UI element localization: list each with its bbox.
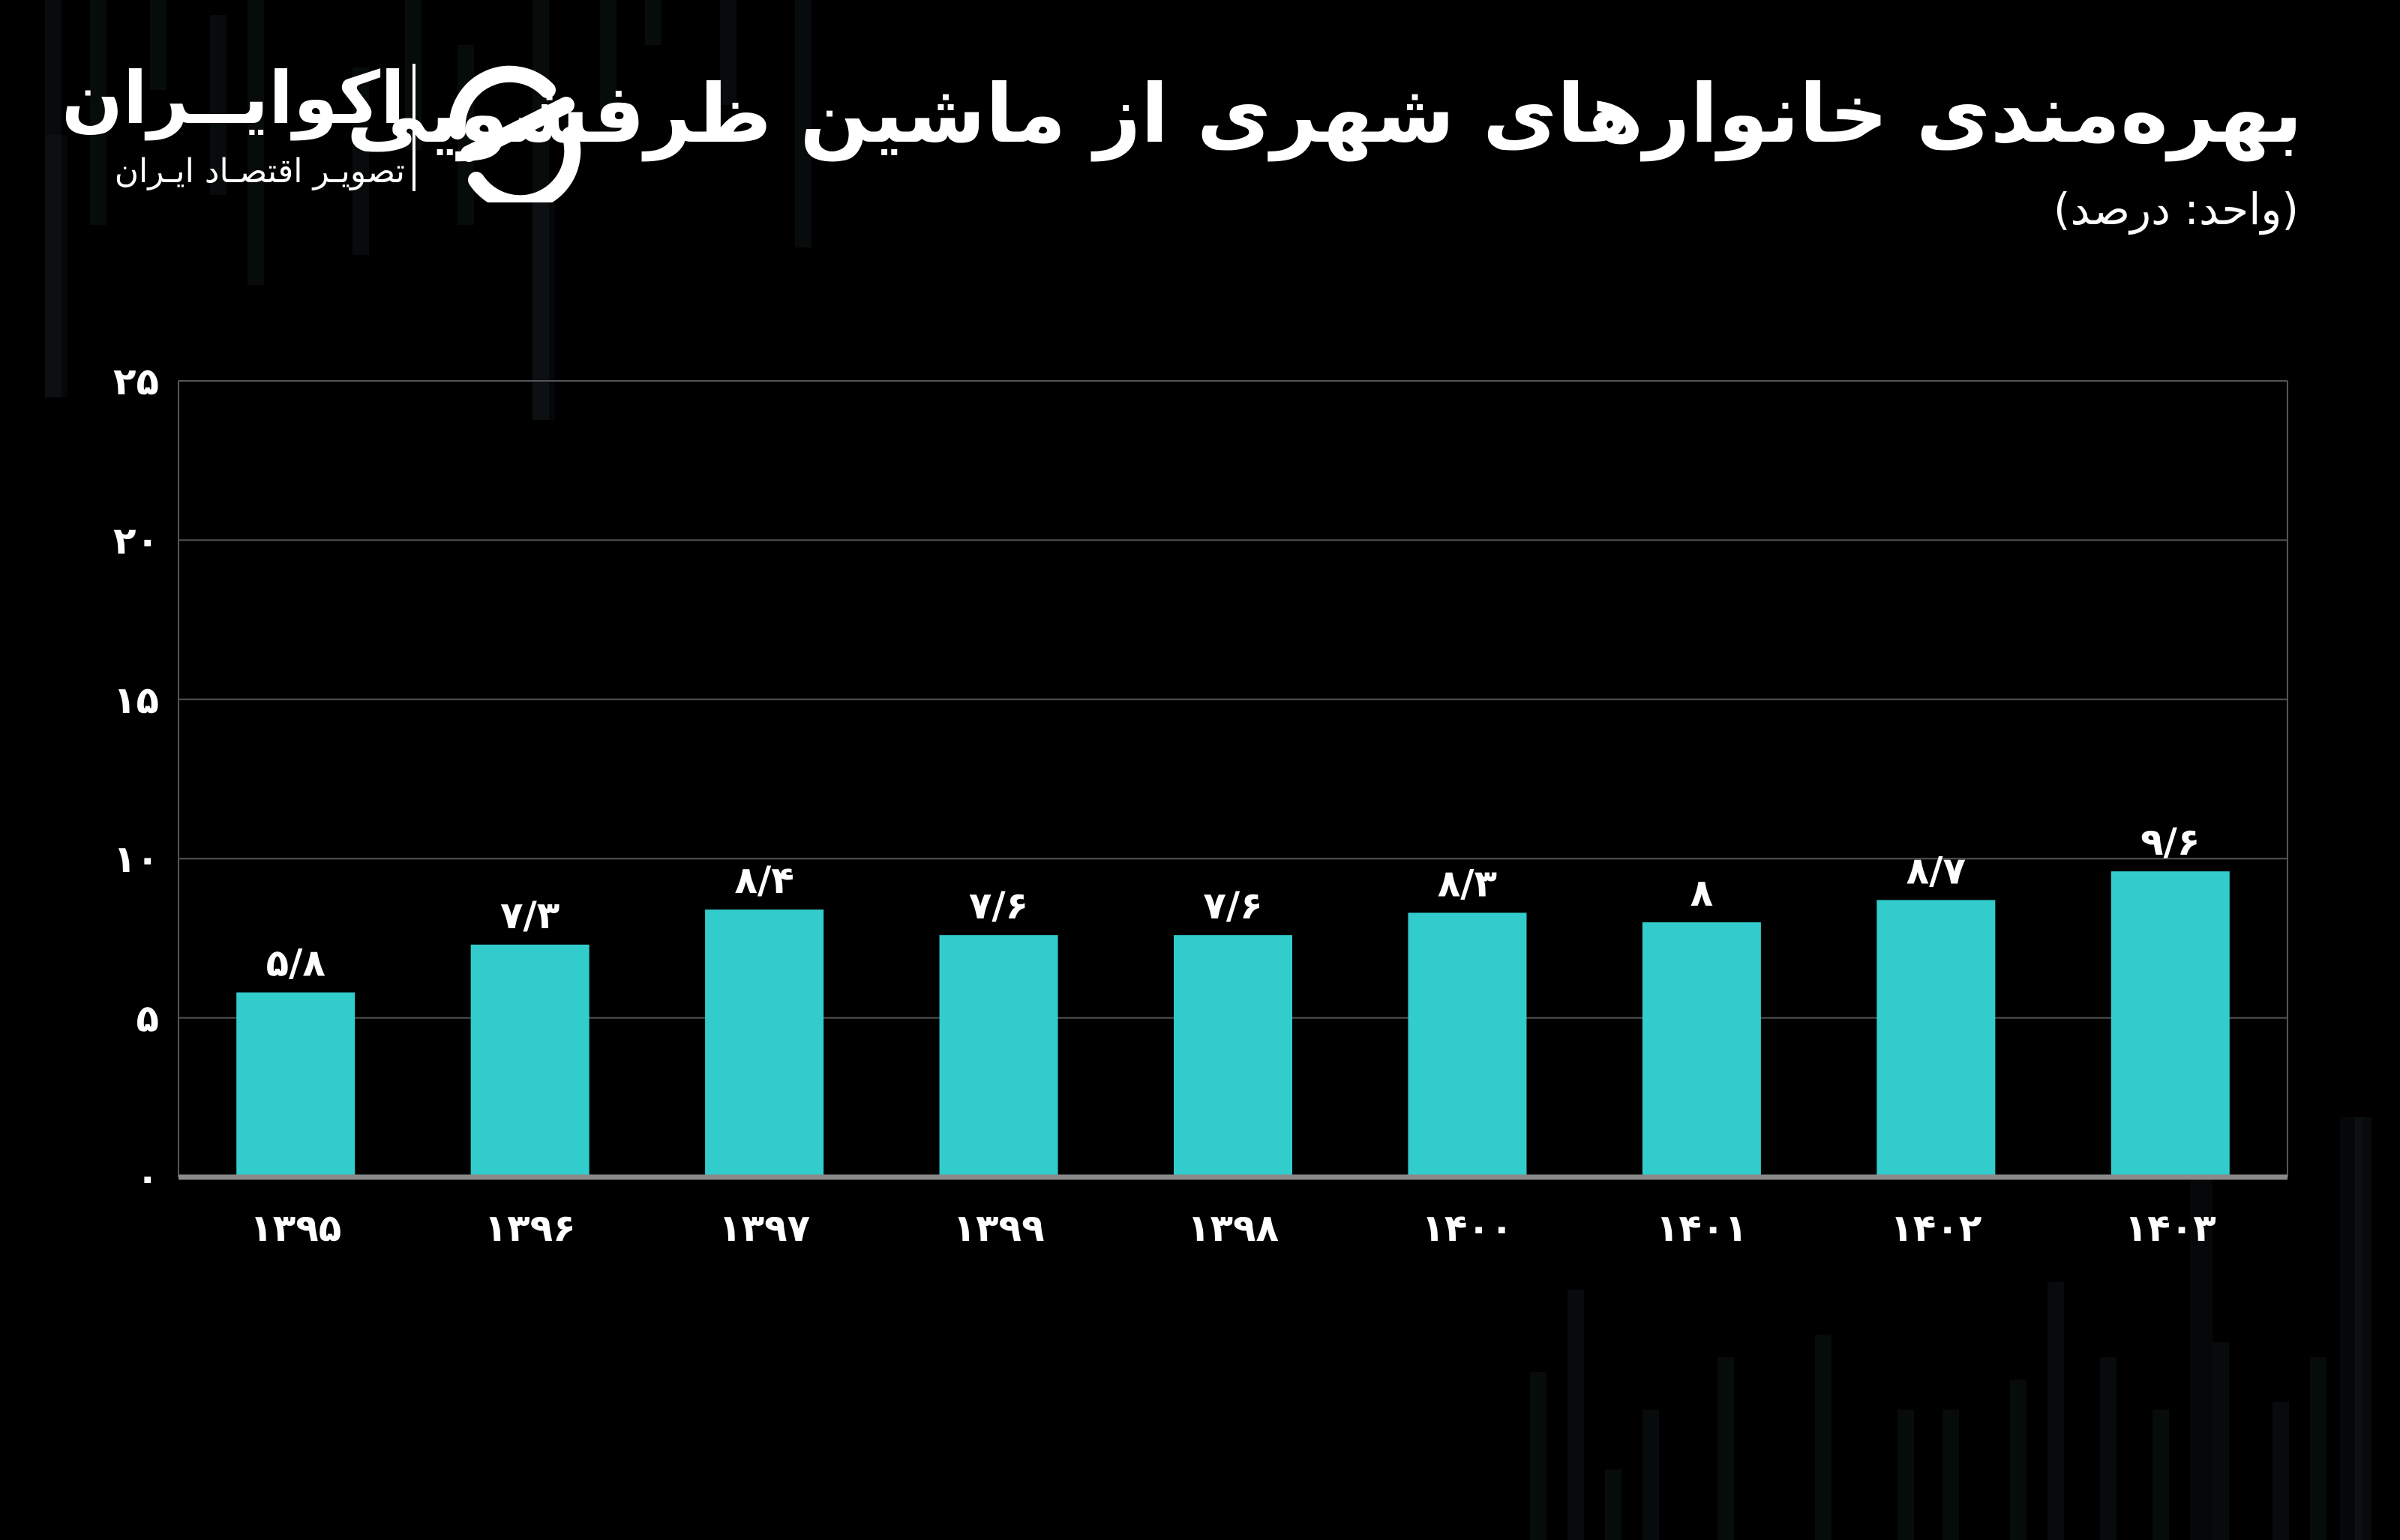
bg-candle-23: [2100, 1357, 2116, 1540]
data-label: ۷/۶: [969, 884, 1028, 927]
bg-candle-16: [1642, 1410, 1659, 1540]
x-tick-label: ۱۴۰۳: [2125, 1206, 2216, 1250]
bg-candle-13: [1530, 1372, 1546, 1540]
bg-candle-28: [2355, 1117, 2372, 1540]
bar-1: [470, 944, 590, 1177]
bar-5: [1408, 912, 1527, 1177]
bg-candle-26: [2272, 1402, 2289, 1540]
bg-candle-14: [1568, 1290, 1584, 1540]
ecoiran-logo-icon: [448, 65, 581, 202]
bar-6: [1642, 922, 1761, 1177]
bg-candle-5: [352, 67, 369, 255]
y-tick-label: ۲۵: [113, 360, 159, 403]
data-label: ۸/۳: [1438, 861, 1497, 905]
y-tick-label: ۱۵: [113, 679, 159, 722]
bg-candle-wide-3: [2340, 1117, 2362, 1540]
bg-candle-22: [2048, 1282, 2064, 1540]
data-label: ۸/۴: [734, 858, 794, 902]
brand-tagline: تصویـر اقتصـاد ایـران: [114, 152, 405, 190]
bg-candle-27: [2310, 1357, 2326, 1540]
bg-candle-21: [2010, 1380, 2026, 1540]
bg-candle-2: [150, 0, 166, 90]
x-tick-label: ۱۳۹۸: [1187, 1206, 1279, 1250]
bg-candle-12: [795, 0, 812, 247]
y-tick-label: ۱۰: [113, 837, 159, 881]
y-tick-label: ۰: [136, 1156, 159, 1200]
data-label: ۵/۸: [266, 942, 326, 985]
bg-candle-11: [720, 0, 736, 105]
bg-candle-18: [1815, 1335, 1832, 1540]
chart-title: بهره‌مندی خانوارهای شهری از ماشین ظرفشوی…: [346, 67, 2302, 161]
bar-2: [705, 909, 824, 1177]
bg-candle-9: [600, 0, 616, 135]
bg-candle-3: [210, 15, 226, 195]
x-tick-label: ۱۳۹۷: [718, 1206, 810, 1250]
x-tick-label: ۱۴۰۱: [1656, 1206, 1748, 1250]
bar-3: [939, 935, 1058, 1177]
bg-candle-17: [1718, 1357, 1734, 1540]
bg-candle-10: [645, 0, 662, 45]
bg-candle-4: [248, 0, 264, 285]
data-label: ۹/۶: [2140, 820, 2200, 864]
x-tick-label: ۱۳۹۵: [250, 1206, 341, 1250]
bg-candle-0: [45, 0, 62, 397]
bar-8: [2110, 871, 2230, 1177]
data-label: ۸: [1690, 871, 1714, 915]
bar-4: [1174, 935, 1292, 1177]
data-label: ۷/۳: [500, 894, 560, 937]
x-tick-label: ۱۴۰۲: [1890, 1206, 1982, 1250]
brand-name: اکوایــران: [61, 56, 405, 140]
bg-candle-15: [1605, 1470, 1622, 1540]
x-tick-label: ۱۴۰۰: [1421, 1206, 1513, 1250]
bar-0: [236, 992, 356, 1177]
data-label: ۷/۶: [1203, 884, 1262, 927]
bg-candle-24: [2152, 1410, 2169, 1540]
logo-separator: [412, 64, 416, 191]
bg-candle-20: [1942, 1410, 1959, 1540]
bg-candle-19: [1898, 1410, 1914, 1540]
bg-candle-wide-2: [2190, 1117, 2212, 1540]
bg-candle-wide-0: [45, 135, 68, 397]
x-tick-label: ۱۳۹۹: [953, 1206, 1045, 1250]
bg-candle-8: [532, 0, 549, 420]
data-label: ۸/۷: [1906, 849, 1966, 892]
bar-7: [1876, 900, 1996, 1177]
y-tick-label: ۲۰: [113, 519, 159, 562]
bg-candle-wide-1: [532, 195, 555, 420]
bg-candle-25: [2212, 1342, 2229, 1540]
y-tick-label: ۵: [136, 997, 159, 1041]
chart-unit-subtitle: (واحد: درصد): [2053, 184, 2299, 235]
brand-logo: اکوایــران تصویـر اقتصـاد ایـران: [62, 56, 600, 206]
x-tick-label: ۱۳۹۶: [484, 1206, 576, 1250]
bg-candle-1: [90, 0, 106, 225]
